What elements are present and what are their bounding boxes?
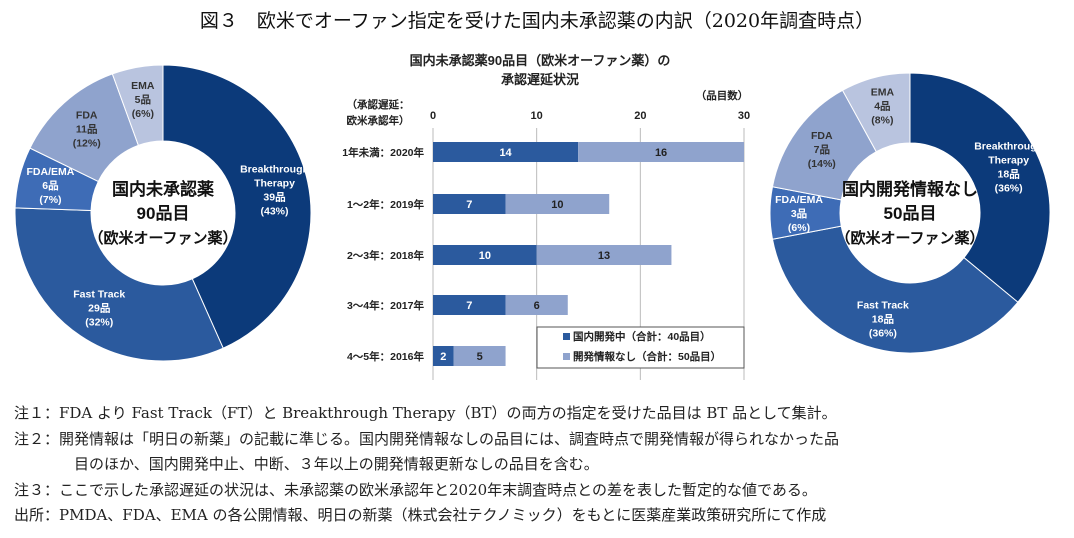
- slice-label: (6%): [132, 108, 154, 120]
- x-tick-label: 20: [634, 110, 646, 122]
- category-label: 1年未満：2020年: [342, 146, 424, 159]
- bar-value-label: 5: [477, 351, 483, 363]
- slice-label: (32%): [85, 317, 113, 329]
- category-label: 4～5年：2016年: [347, 350, 425, 363]
- slice-label: Fast Track: [73, 289, 125, 301]
- donut-center-label: （欧米オーファン薬）: [88, 229, 237, 247]
- slice-label: FDA/EMA: [775, 194, 823, 206]
- bar-segment: [453, 346, 506, 366]
- slice-label: 29品: [88, 303, 110, 315]
- legend-label: 開発情報なし（合計：50品目）: [573, 350, 721, 363]
- slice-label: (7%): [39, 194, 61, 206]
- category-label: 2～3年：2018年: [347, 249, 425, 262]
- slice-label: 7品: [814, 144, 830, 156]
- slice-label: 3品: [791, 208, 807, 220]
- slice-label: 5品: [135, 94, 151, 106]
- bar-segment: [578, 142, 744, 162]
- legend-swatch: [563, 333, 570, 340]
- bar-value-label: 7: [466, 300, 472, 312]
- bar-chart-title: 国内未承認薬90品目（欧米オーファン薬）の: [410, 53, 671, 68]
- slice-label: 39品: [263, 191, 285, 203]
- slice-label: Fast Track: [857, 300, 909, 312]
- donut-slice-breakthrough-therapy: [162, 64, 312, 349]
- bar-segment: [505, 194, 610, 214]
- bar-segment: [433, 295, 506, 315]
- category-label: 1～2年：2019年: [347, 198, 425, 211]
- slice-label: Breakthrough: [974, 141, 1043, 153]
- slice-label: (14%): [808, 158, 836, 170]
- bar-segment: [433, 194, 506, 214]
- slice-label: EMA: [871, 86, 895, 98]
- donut-slice-fast-track: [771, 225, 1019, 354]
- bar-value-label: 14: [499, 147, 512, 159]
- note-2-cont: 目のほか、国内開発中止、中断、３年以上の開発情報更新なしの品目を含む。: [74, 455, 599, 473]
- donut-center-label: （欧米オーファン薬）: [835, 229, 984, 247]
- bar-segment: [536, 245, 672, 265]
- bar-segment: [433, 346, 454, 366]
- bar-segment: [433, 142, 579, 162]
- slice-label: (36%): [869, 328, 897, 340]
- donut-center-label: 50品目: [884, 204, 937, 223]
- donut-slice-ema: [841, 72, 911, 153]
- legend-label: 国内開発中（合計：40品目）: [573, 330, 711, 343]
- slice-label: EMA: [131, 80, 155, 92]
- notes: 注１：FDA より Fast Track（FT）と Breakthrough T…: [14, 401, 839, 529]
- figure-title: 図３ 欧米でオーファン指定を受けた国内未承認薬の内訳（2020年調査時点）: [199, 10, 875, 32]
- bar-value-label: 6: [534, 300, 540, 312]
- slice-label: FDA/EMA: [27, 166, 75, 178]
- slice-label: (6%): [788, 222, 810, 234]
- legend-swatch: [563, 353, 570, 360]
- slice-label: 18品: [872, 314, 894, 326]
- donut-center-label: 90品目: [137, 204, 190, 223]
- bar-chart-title: 承認遅延状況: [501, 72, 579, 87]
- slice-label: 6品: [42, 180, 58, 192]
- bar-segment: [433, 245, 537, 265]
- slice-label: FDA: [811, 130, 833, 142]
- bar-value-label: 16: [655, 147, 667, 159]
- note-3: 注３：ここで示した承認遅延の状況は、未承認薬の欧米承認年と2020年末調査時点と…: [14, 480, 817, 499]
- slice-label: (8%): [871, 114, 893, 126]
- slice-label: Therapy: [254, 177, 295, 189]
- y-axis-label: 欧米承認年）: [347, 114, 410, 127]
- slice-label: 4品: [874, 100, 890, 112]
- bar-value-label: 10: [551, 199, 563, 211]
- charts-area: Breakthrough Therapy 39品 (43%) Fast Track 29品…: [14, 53, 1051, 380]
- slice-label: (12%): [73, 137, 101, 149]
- note-1: 注１：FDA より Fast Track（FT）と Breakthrough T…: [14, 404, 837, 422]
- legend-box: [536, 326, 745, 369]
- note-2: 注２：開発情報は「明日の新薬」の記載に準じる。国内開発情報なしの品目には、調査時…: [14, 429, 840, 448]
- y-axis-label: （承認遅延：: [347, 98, 410, 111]
- slice-label: Therapy: [988, 155, 1029, 167]
- slice-label: FDA: [76, 109, 98, 121]
- bar-value-label: 2: [440, 351, 446, 363]
- slice-label: (43%): [261, 205, 289, 217]
- slice-label: 11品: [76, 123, 98, 135]
- bar-value-label: 10: [479, 250, 491, 262]
- x-tick-label: 10: [531, 110, 543, 122]
- bar-segment: [505, 295, 568, 315]
- category-label: 3～4年：2017年: [347, 299, 425, 312]
- donut-slice-breakthrough-therapy: [909, 72, 1051, 303]
- slice-label: Breakthrough: [240, 163, 309, 175]
- x-axis-label: （品目数）: [696, 89, 749, 102]
- donut-center-label: 国内開発情報なし: [842, 179, 978, 199]
- x-tick-label: 0: [430, 110, 436, 122]
- source-note: 出所：PMDA、FDA、EMA の各公開情報、明日の新薬（株式会社テクノミック）…: [14, 506, 827, 524]
- bar-value-label: 13: [598, 250, 610, 262]
- bar-value-label: 7: [466, 199, 472, 211]
- slice-label: 18品: [998, 169, 1020, 181]
- x-tick-label: 30: [738, 110, 750, 122]
- donut-slice-ema: [111, 64, 164, 146]
- donut-slice-fast-track: [14, 207, 224, 362]
- slice-label: (36%): [995, 183, 1023, 195]
- donut-center-label: 国内未承認薬: [112, 179, 214, 199]
